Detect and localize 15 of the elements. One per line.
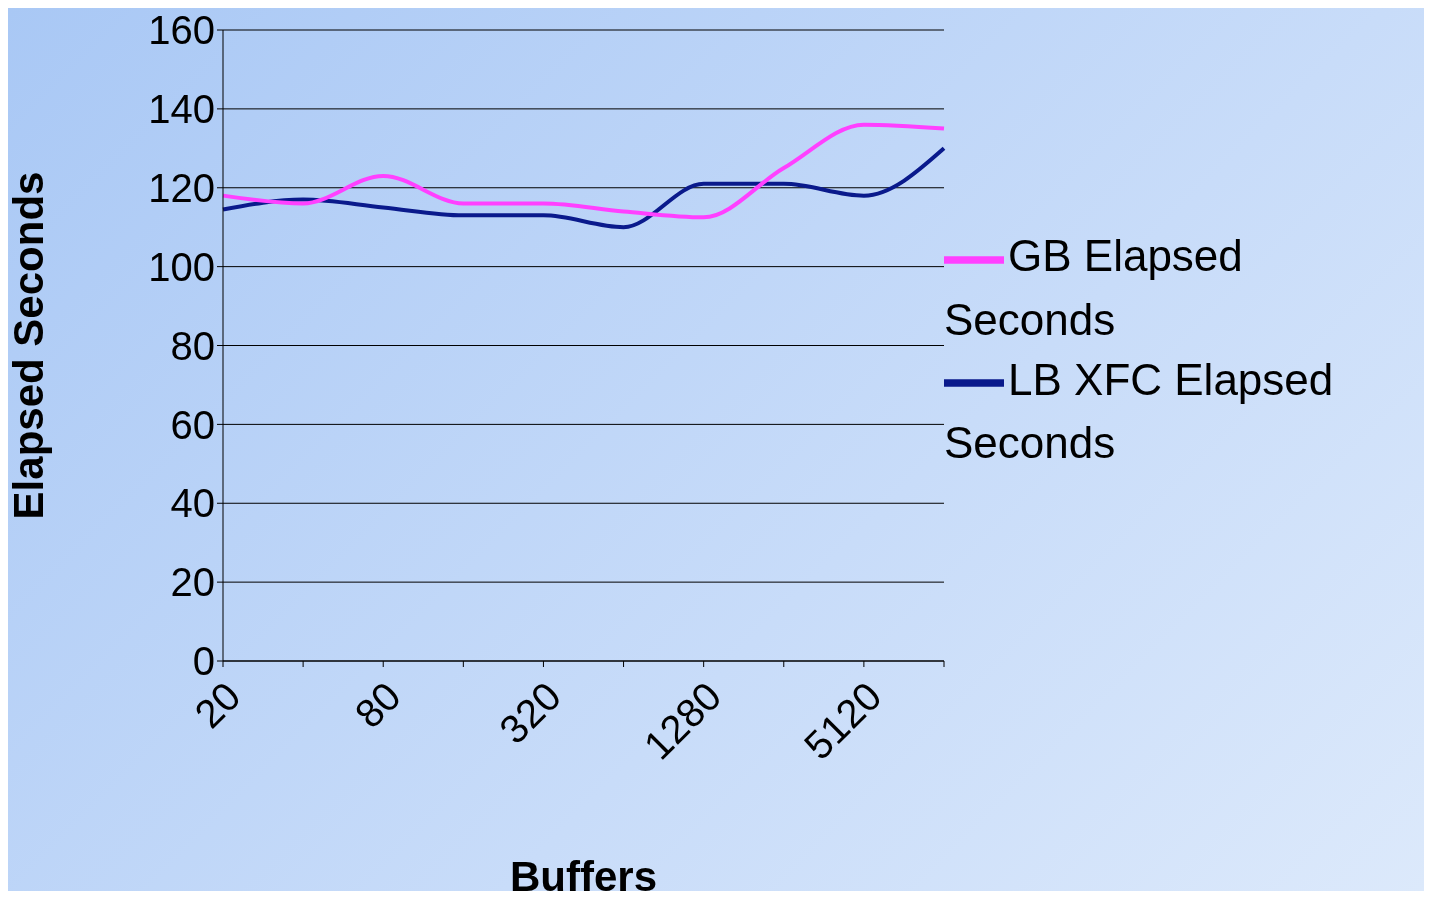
y-tick-label: 60 bbox=[170, 402, 215, 447]
y-tick-label: 140 bbox=[148, 87, 215, 132]
y-axis-title: Elapsed Seconds bbox=[4, 171, 52, 520]
legend-label: GB Elapsed Seconds bbox=[944, 231, 1243, 344]
x-tick-label: 320 bbox=[490, 673, 570, 752]
y-tick-label: 100 bbox=[148, 244, 215, 289]
y-tick-label: 160 bbox=[148, 8, 215, 53]
y-tick-label: 120 bbox=[148, 165, 215, 210]
x-axis-title: Buffers bbox=[509, 853, 658, 899]
legend-label: LB XFC Elapsed Seconds bbox=[944, 354, 1334, 467]
x-tick-label: 80 bbox=[346, 673, 409, 737]
y-tick-label: 0 bbox=[192, 639, 215, 684]
y-tick-label: 20 bbox=[170, 560, 215, 605]
y-tick-label: 80 bbox=[170, 323, 215, 368]
y-tick-label: 40 bbox=[170, 481, 215, 526]
